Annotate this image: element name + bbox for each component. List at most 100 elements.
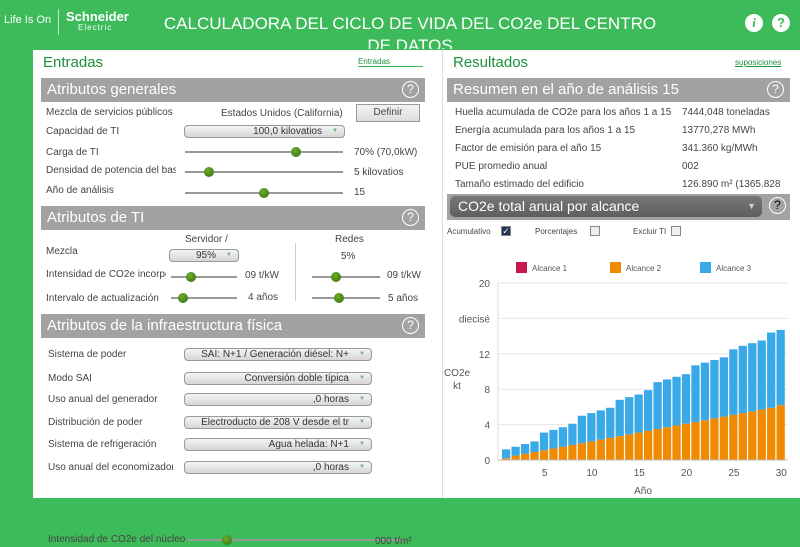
y-tick-label: 8	[484, 385, 490, 396]
bar-alcance-2	[577, 443, 586, 460]
y-tick-label: 4	[484, 421, 490, 432]
bar-alcance-3	[767, 332, 776, 408]
infra-row-label: Sistema de poder	[48, 349, 127, 360]
core-intensity-slider[interactable]	[188, 535, 403, 545]
infra-row-dropdown[interactable]: SAI: N+1 / Generación diésel: N+	[184, 348, 372, 361]
bar-alcance-3	[729, 349, 738, 415]
co2e-chart: 0 4 8 12 diecisé 20 5 10 15 20 25 30 Año CO2e kt Alcanc…	[444, 262, 788, 497]
schneider-logo: Schneider Electric	[66, 10, 129, 33]
general-attributes-header: Atributos generales?	[41, 78, 425, 102]
it-attributes-header: Atributos de TI?	[41, 206, 425, 230]
y-axis-label-unit: kt	[453, 381, 461, 392]
bar-alcance-2	[530, 452, 539, 460]
summary-value: 7444,048 toneladas	[682, 107, 770, 118]
slider-knob[interactable]	[185, 272, 196, 282]
results-title: Resultados	[453, 54, 529, 71]
network-refresh-value: 5 años	[388, 293, 419, 304]
analysis-year-slider[interactable]	[185, 188, 343, 198]
rack-density-label: Densidad de potencia del bastidor	[46, 165, 176, 176]
x-tick-label: 25	[728, 468, 740, 479]
slider-knob[interactable]	[330, 272, 341, 282]
bar-alcance-2	[700, 420, 710, 460]
exclude-it-checkbox[interactable]	[671, 226, 681, 236]
summary-header: Resumen en el año de análisis 15?	[447, 78, 790, 102]
infra-row-dropdown[interactable]: ,0 horas	[184, 461, 372, 474]
summary-label: Huella acumulada de CO2e para los años 1…	[455, 107, 672, 118]
help-icon[interactable]: ?	[769, 197, 786, 214]
slider-knob[interactable]	[334, 293, 345, 303]
percentages-checkbox[interactable]	[590, 226, 600, 236]
slider-knob[interactable]	[290, 147, 301, 157]
network-refresh-slider[interactable]	[312, 293, 380, 303]
section-title: Atributos generales	[47, 81, 177, 98]
core-intensity-label: Intensidad de CO2e del núcleo	[48, 534, 186, 545]
network-header: Redes	[335, 234, 364, 245]
infra-row-label: Uso anual del economizador	[48, 462, 173, 473]
slider-knob[interactable]	[177, 293, 188, 303]
core-intensity-value: 000 t/m²	[375, 536, 412, 547]
help-icon[interactable]: ?	[402, 81, 419, 98]
infra-row-dropdown[interactable]: Conversión doble típica	[184, 372, 372, 385]
slider-knob[interactable]	[221, 535, 232, 545]
y-tick-label: 12	[479, 350, 491, 361]
assumptions-link[interactable]: suposiciones	[735, 58, 782, 67]
infra-row-dropdown[interactable]: Electroducto de 208 V desde el tr	[184, 416, 372, 429]
help-icon[interactable]: ?	[772, 14, 790, 32]
divider	[58, 9, 59, 35]
network-intensity-value: 09 t/kW	[387, 270, 421, 281]
bar-alcance-2	[558, 446, 568, 460]
inputs-link[interactable]: Entradas	[358, 57, 423, 67]
refresh-interval-label: Intervalo de actualización	[46, 293, 159, 304]
infra-row-label: Sistema de refrigeración	[48, 439, 157, 450]
slider-knob[interactable]	[203, 167, 214, 177]
network-intensity-slider[interactable]	[312, 272, 380, 282]
bar-alcance-3	[568, 423, 577, 445]
x-tick-label: 20	[681, 468, 693, 479]
help-icon[interactable]: ?	[402, 317, 419, 334]
infra-row-dropdown[interactable]: Agua helada: N+1	[184, 438, 372, 451]
it-capacity-label: Capacidad de TI	[46, 126, 120, 137]
x-tick-label: 15	[634, 468, 646, 479]
server-header: Servidor /	[185, 234, 228, 245]
bar-alcance-3	[653, 382, 662, 430]
utility-mix-value: Estados Unidos (California)	[221, 108, 343, 119]
cumulative-checkbox[interactable]: ✓	[501, 226, 511, 236]
server-mix-dropdown[interactable]: 95%	[169, 249, 239, 262]
bar-alcance-3	[644, 390, 653, 431]
y-tick-label: 0	[484, 456, 490, 467]
x-tick-label: 10	[586, 468, 598, 479]
bar-alcance-2	[662, 427, 672, 460]
bar-alcance-2	[738, 413, 747, 460]
rack-density-slider[interactable]	[185, 167, 343, 177]
bar-alcance-3	[748, 343, 757, 412]
percentages-label: Porcentajes	[535, 227, 578, 236]
analysis-year-value: 15	[354, 187, 366, 198]
server-intensity-slider[interactable]	[171, 272, 237, 282]
mix-label: Mezcla	[46, 246, 78, 257]
bar-alcance-2	[615, 436, 624, 460]
help-icon[interactable]: ?	[767, 81, 784, 98]
info-icon[interactable]: i	[745, 14, 763, 32]
server-refresh-slider[interactable]	[171, 293, 237, 303]
bar-alcance-3	[615, 399, 624, 437]
chevron-down-icon: ▼	[747, 201, 756, 211]
bar-alcance-3	[606, 407, 615, 438]
it-capacity-dropdown[interactable]: 100,0 kilovatios	[184, 125, 345, 138]
main-content: Entradas Entradas Atributos generales? M…	[33, 50, 800, 547]
bar-alcance-2	[549, 448, 558, 460]
bar-alcance-3	[662, 379, 672, 428]
help-icon[interactable]: ?	[402, 209, 419, 226]
bar-alcance-3	[502, 449, 511, 459]
define-button[interactable]: Definir	[356, 104, 420, 122]
section-title: Atributos de la infraestructura física	[47, 317, 283, 334]
bar-alcance-2	[606, 437, 615, 460]
summary-label: Energía acumulada para los años 1 a 15	[455, 125, 636, 136]
infra-row-dropdown[interactable]: ,0 horas	[184, 393, 372, 406]
bar-alcance-3	[672, 376, 681, 426]
chart-type-dropdown[interactable]: CO2e total anual por alcance ▼	[450, 196, 762, 217]
slider-knob[interactable]	[259, 188, 269, 198]
analysis-year-label: Año de análisis	[46, 185, 114, 196]
bar-alcance-3	[757, 340, 766, 410]
bar-alcance-3	[634, 394, 643, 433]
it-load-slider[interactable]	[185, 147, 343, 157]
